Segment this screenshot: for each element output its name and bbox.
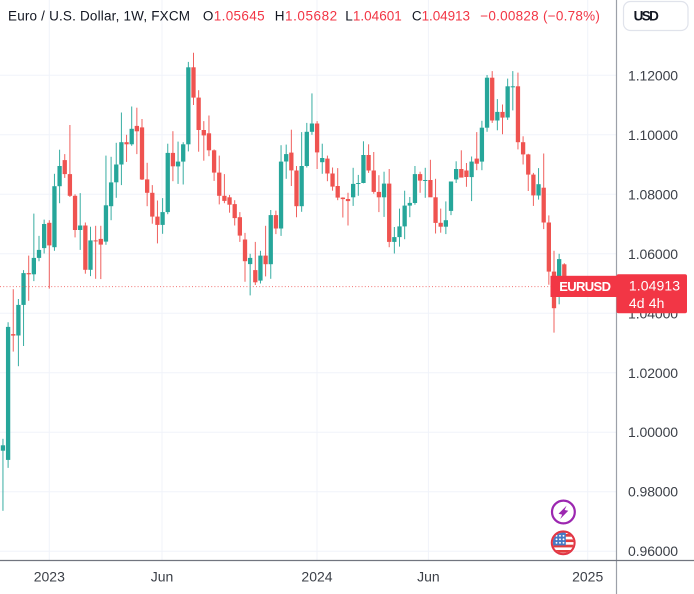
- svg-text:1.10000: 1.10000: [628, 127, 678, 143]
- svg-text:C1.04913: C1.04913: [412, 9, 470, 24]
- svg-text:1.02000: 1.02000: [628, 365, 678, 381]
- svg-text:1.04913: 1.04913: [629, 278, 680, 294]
- svg-text:L1.04601: L1.04601: [345, 9, 402, 24]
- svg-text:0.98000: 0.98000: [628, 484, 678, 500]
- svg-text:EURUSD: EURUSD: [559, 279, 611, 294]
- svg-text:O1.05645: O1.05645: [203, 9, 265, 24]
- svg-text:2024: 2024: [301, 569, 332, 585]
- svg-text:1.08000: 1.08000: [628, 186, 678, 202]
- svg-text:Euro / U.S. Dollar, 1W, FXCM: Euro / U.S. Dollar, 1W, FXCM: [8, 9, 190, 24]
- svg-text:USD: USD: [634, 9, 660, 24]
- svg-text:Jun: Jun: [417, 569, 440, 585]
- svg-text:1.12000: 1.12000: [628, 67, 678, 83]
- svg-text:0.96000: 0.96000: [628, 543, 678, 559]
- svg-text:−0.00828 (−0.78%): −0.00828 (−0.78%): [480, 9, 600, 24]
- svg-text:2023: 2023: [34, 569, 65, 585]
- svg-text:1.00000: 1.00000: [628, 424, 678, 440]
- svg-text:2025: 2025: [572, 569, 603, 585]
- svg-text:Jun: Jun: [151, 569, 174, 585]
- svg-text:4d 4h: 4d 4h: [629, 295, 665, 311]
- svg-text:H1.05682: H1.05682: [275, 9, 338, 24]
- svg-text:1.06000: 1.06000: [628, 246, 678, 262]
